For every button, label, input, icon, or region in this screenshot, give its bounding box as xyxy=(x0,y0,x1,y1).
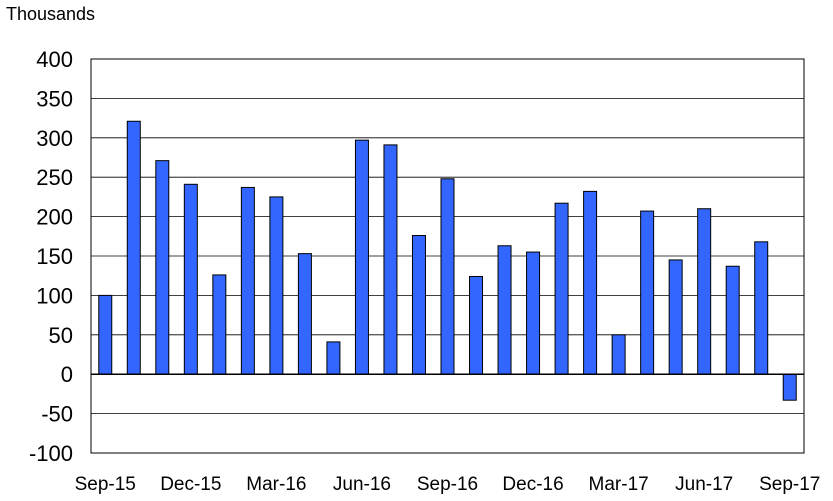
bar-Jul-17 xyxy=(725,265,740,375)
y-tick-label: 100 xyxy=(36,283,73,308)
bar-Dec-15 xyxy=(183,183,198,375)
x-tick-label: Jun-17 xyxy=(675,474,733,495)
bar-Sep-17 xyxy=(782,373,797,401)
y-tick-label: 50 xyxy=(49,323,73,348)
bar-Jun-17 xyxy=(697,208,712,375)
y-tick-label: 300 xyxy=(36,126,73,151)
bar-Jan-17 xyxy=(554,202,569,375)
bar-Nov-16 xyxy=(497,245,512,375)
bar-Feb-16 xyxy=(240,186,255,375)
bar-Nov-15 xyxy=(155,160,170,375)
x-tick-label: Dec-16 xyxy=(502,474,563,495)
y-tick-label: -50 xyxy=(41,402,73,427)
bar-Mar-17 xyxy=(611,334,626,375)
bar-Oct-15 xyxy=(126,120,141,375)
x-tick-labels: Sep-15 Dec-15 Mar-16 Jun-16 Sep-16 Dec-16 Mar-… xyxy=(75,474,821,495)
y-tick-label: 400 xyxy=(36,47,73,72)
bar-Jul-16 xyxy=(383,144,398,375)
bar-Sep-16 xyxy=(440,178,455,375)
bar-May-17 xyxy=(668,259,683,375)
x-tick-label: Mar-16 xyxy=(246,474,306,495)
bar-Feb-17 xyxy=(583,190,598,375)
y-tick-labels: 400 350 300 250 200 150 100 50 0 -50 -100 xyxy=(29,47,73,466)
bar-Dec-16 xyxy=(526,251,541,375)
y-tick-label: 250 xyxy=(36,165,73,190)
bar-Apr-16 xyxy=(297,253,312,375)
y-tick-label: 0 xyxy=(61,362,73,387)
y-tick-label: 200 xyxy=(36,205,73,230)
x-tick-label: Sep-17 xyxy=(759,474,820,495)
x-tick-label: Mar-17 xyxy=(589,474,649,495)
bar-Aug-17 xyxy=(754,241,769,375)
x-tick-label: Sep-15 xyxy=(75,474,136,495)
x-tick-label: Dec-15 xyxy=(160,474,221,495)
y-tick-label: -100 xyxy=(29,441,73,466)
bar-Oct-16 xyxy=(469,275,484,375)
bar-Mar-16 xyxy=(269,196,284,375)
bars xyxy=(98,120,797,401)
bar-Jun-16 xyxy=(354,139,369,375)
bar-Aug-16 xyxy=(411,235,426,375)
bar-Apr-17 xyxy=(640,210,655,375)
bar-Sep-15 xyxy=(98,294,113,375)
bar-Jan-16 xyxy=(212,274,227,375)
y-tick-label: 350 xyxy=(36,86,73,111)
plot-frame xyxy=(90,58,805,454)
x-tick-label: Jun-16 xyxy=(333,474,391,495)
y-tick-label: 150 xyxy=(36,244,73,269)
bar-May-16 xyxy=(326,341,341,375)
x-tick-label: Sep-16 xyxy=(417,474,478,495)
y-axis-label: Thousands xyxy=(6,4,96,24)
